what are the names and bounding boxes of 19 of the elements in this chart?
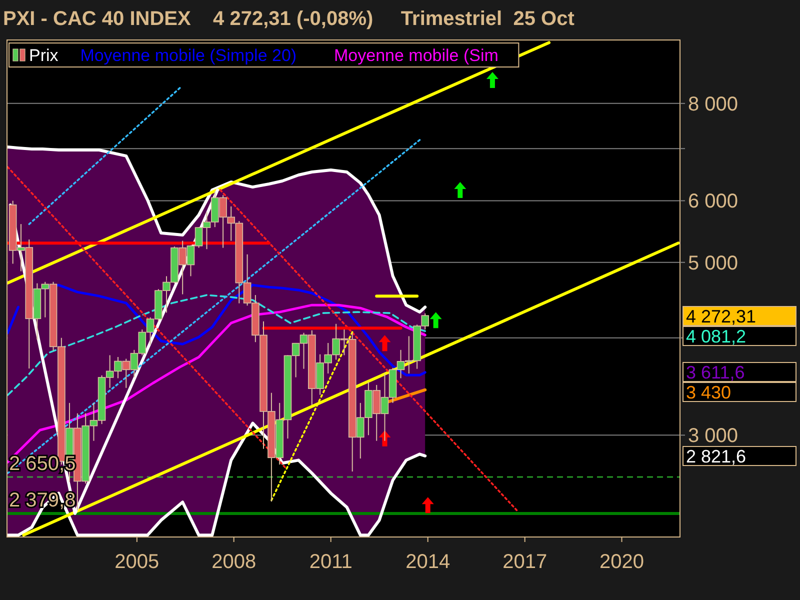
- x-tick-label: 2011: [309, 551, 352, 573]
- text: 3 611,6: [686, 362, 745, 382]
- y-tick-label: 6 000: [688, 190, 738, 213]
- y-tick-label: 8 000: [688, 93, 738, 116]
- text: 4 081,2: [686, 326, 746, 346]
- x-tick-label: 2005: [114, 551, 160, 573]
- x-tick-label: 2020: [600, 551, 644, 573]
- chart-title: PXI - CAC 40 INDEX 4 272,31 (-0,08%) Trimestriel 25 Oct: [3, 8, 575, 30]
- text: Moyenne mobile (Simple 20): [80, 46, 297, 65]
- text: Moyenne mobile (Sim: [334, 46, 498, 65]
- x-tick-label: 2017: [502, 551, 548, 573]
- x-tick-label: 2014: [406, 551, 450, 573]
- legend-label: Prix: [29, 46, 59, 65]
- text: 4 272,31: [686, 306, 756, 326]
- text: 3 430: [686, 382, 732, 402]
- text: 2 821,6: [686, 446, 746, 466]
- y-tick-label: 5 000: [688, 252, 738, 274]
- x-tick-label: 2008: [212, 551, 256, 573]
- y-tick-label: 3 000: [688, 425, 738, 448]
